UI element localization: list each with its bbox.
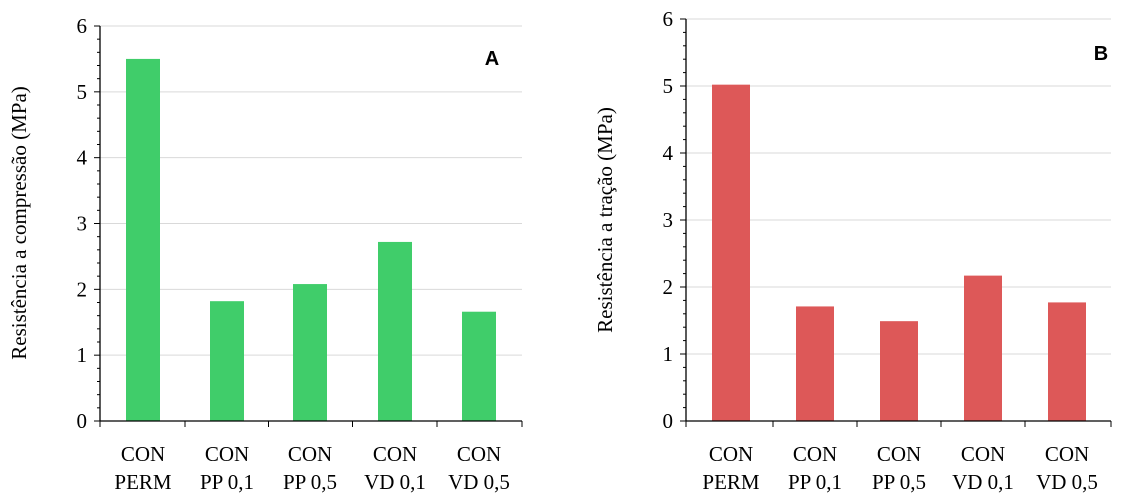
chart-a-x-tick-label: CON PERM [114, 442, 172, 494]
chart-b-y-tick-label: 1 [663, 342, 674, 366]
chart-a: Resistência a compressão (MPa) 0 1 2 3 4 5 6 CO… [7, 14, 523, 494]
chart-a-y-tick-label: 3 [77, 212, 88, 236]
chart-a-y-tick-label: 0 [77, 409, 88, 433]
chart-b-ylabel: Resistência a tração (MPa) [593, 107, 617, 333]
chart-b-bar [712, 84, 750, 421]
chart-b-x-tick-label: CON PP 0,5 [872, 442, 926, 494]
chart-b-x-tick-label: CON VD 0,1 [952, 442, 1014, 494]
chart-a-y-tick-label: 2 [77, 277, 88, 301]
chart-a-y-tick-label: 6 [77, 14, 88, 38]
chart-a-bar [210, 301, 244, 421]
chart-b-y-tick-label: 2 [663, 275, 674, 299]
chart-b-y-tick-label: 3 [663, 208, 674, 232]
chart-b-y-tick-label: 5 [663, 74, 674, 98]
chart-b-y-tick-label: 0 [663, 409, 674, 433]
chart-a-y-tick-label: 5 [77, 80, 88, 104]
chart-b-bar [1048, 302, 1086, 421]
chart-a-y-tick-label: 4 [77, 146, 88, 170]
chart-a-bar [293, 284, 327, 421]
chart-b-bar [880, 321, 918, 421]
chart-a-bar [462, 311, 496, 421]
chart-a-x-tick-label: CON PP 0,1 [200, 442, 254, 494]
chart-b-x-tick-label: CON PERM [702, 442, 760, 494]
chart-a-y-tick-label: 1 [77, 343, 88, 367]
chart-a-ylabel: Resistência a compressão (MPa) [7, 86, 31, 360]
chart-b-x-tick-label: CON PP 0,1 [788, 442, 842, 494]
chart-b-x-tick-label: CON VD 0,5 [1036, 442, 1098, 494]
chart-a-x-tick-label: CON VD 0,5 [448, 442, 510, 494]
chart-a-panel-letter: A [485, 48, 499, 70]
chart-a-bar [126, 58, 160, 422]
chart-b-bar [796, 306, 834, 421]
chart-a-bar [378, 241, 412, 421]
chart-b-y-tick-label: 6 [663, 7, 674, 31]
chart-a-x-tick-label: CON PP 0,5 [283, 442, 337, 494]
chart-b: Resistência a tração (MPa) 0 1 2 3 4 5 6 CON PER… [593, 7, 1112, 494]
chart-a-x-tick-label: CON VD 0,1 [364, 442, 426, 494]
chart-b-y-tick-label: 4 [663, 141, 674, 165]
chart-b-bar [964, 275, 1002, 421]
chart-b-panel-letter: B [1094, 43, 1108, 65]
